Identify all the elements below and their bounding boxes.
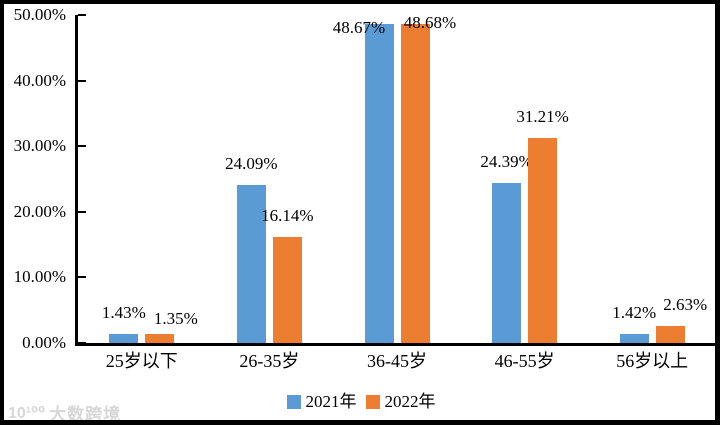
bar [492, 183, 522, 343]
bar-data-label: 1.35% [153, 309, 198, 329]
bar [619, 333, 649, 343]
x-axis-line [75, 343, 716, 346]
y-axis-tick-label: 10.00% [13, 267, 66, 287]
bar-data-label: 1.43% [101, 302, 146, 322]
y-axis-tick-label: 40.00% [13, 70, 66, 90]
y-axis-tick [78, 276, 86, 279]
y-axis-tick-label: 20.00% [13, 201, 66, 221]
bar [272, 237, 302, 343]
bar-data-label: 1.42% [612, 302, 657, 322]
y-axis-tick [78, 79, 86, 82]
bar [400, 23, 430, 343]
bar [145, 334, 175, 343]
bar-data-label: 16.14% [261, 206, 314, 226]
y-axis-tick [78, 145, 86, 148]
watermark-logo-icon: 10¹⁰⁰ [8, 404, 46, 422]
bar-data-label: 24.09% [225, 153, 278, 173]
legend-swatch-icon [286, 395, 301, 409]
legend-item: 2021年 [286, 392, 357, 411]
y-axis-tick-label: 30.00% [13, 136, 66, 156]
bar-data-label: 31.21% [516, 107, 569, 127]
watermark: 10¹⁰⁰ 大数跨境 [8, 400, 121, 425]
legend-item: 2022年 [365, 392, 436, 411]
legend-swatch-icon [365, 395, 380, 409]
watermark-text: 大数跨境 [49, 405, 122, 424]
bar-data-label: 2.63% [663, 294, 708, 314]
x-category-label: 36-45岁 [367, 351, 427, 371]
legend-label: 2021年 [305, 392, 357, 411]
bar [364, 23, 394, 343]
bar [109, 333, 139, 343]
bar [236, 184, 266, 343]
y-axis-line [75, 15, 78, 346]
bar [655, 325, 685, 343]
y-axis-tick [78, 210, 86, 213]
y-axis-tick [78, 14, 86, 16]
x-category-label: 46-55岁 [494, 351, 555, 371]
bar-data-label: 48.68% [403, 12, 457, 32]
bar-data-label: 48.67% [332, 17, 386, 37]
x-category-label: 56岁以上 [616, 351, 689, 371]
legend: 2021年 2022年 [0, 393, 722, 411]
x-category-label: 26-35岁 [239, 351, 300, 371]
bar [528, 138, 558, 343]
y-axis-tick-label: 50.00% [13, 5, 66, 24]
legend-label: 2022年 [384, 392, 436, 411]
bar-data-label: 24.39% [480, 152, 533, 171]
y-axis-tick-label: 0.00% [22, 333, 66, 352]
x-category-label: 25岁以下 [105, 351, 178, 371]
